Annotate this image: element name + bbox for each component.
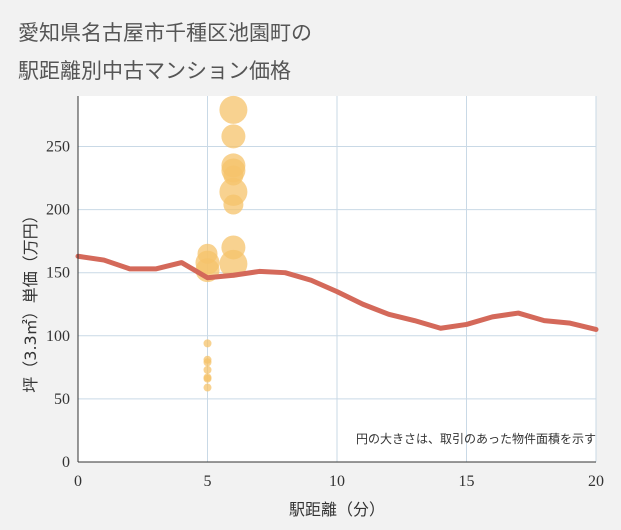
scatter-point (219, 249, 248, 278)
y-tick-label: 0 (62, 454, 70, 471)
chart-title-line-1: 愛知県名古屋市千種区池園町の (18, 21, 312, 45)
scatter-point (203, 358, 212, 367)
y-tick-label: 250 (46, 138, 70, 155)
scatter-point (219, 95, 248, 124)
x-tick-label: 15 (459, 473, 475, 490)
average-price-line (75, 253, 599, 332)
grid (78, 96, 597, 462)
scatter-point (221, 124, 246, 149)
y-tick-label: 50 (54, 391, 70, 408)
y-tick-label: 150 (46, 265, 70, 282)
scatter-point (223, 194, 244, 215)
x-tick-label: 10 (329, 473, 345, 490)
scatter-point (203, 365, 212, 374)
y-tick-label: 200 (46, 202, 70, 219)
average-line-group (75, 253, 599, 332)
x-tick-label: 5 (204, 473, 212, 490)
scatter-point (203, 374, 212, 383)
x-axis-label: 駅距離（分） (289, 500, 385, 519)
size-note: 円の大きさは、取引のあった物件面積を示す (356, 431, 596, 446)
axes: 0 50 100 150 200 250 0 5 10 15 20 (46, 96, 604, 490)
chart-title-line-2: 駅距離別中古マンション価格 (18, 59, 291, 83)
scatter-point (203, 339, 212, 348)
y-axis-label: 坪（3.3㎡）単価（万円） (21, 207, 40, 392)
scatter-point (197, 243, 218, 264)
x-tick-label: 20 (588, 473, 604, 490)
x-tick-label: 0 (74, 473, 82, 490)
bubbles (195, 95, 248, 392)
scatter-point (203, 383, 212, 392)
y-tick-label: 100 (46, 328, 70, 345)
